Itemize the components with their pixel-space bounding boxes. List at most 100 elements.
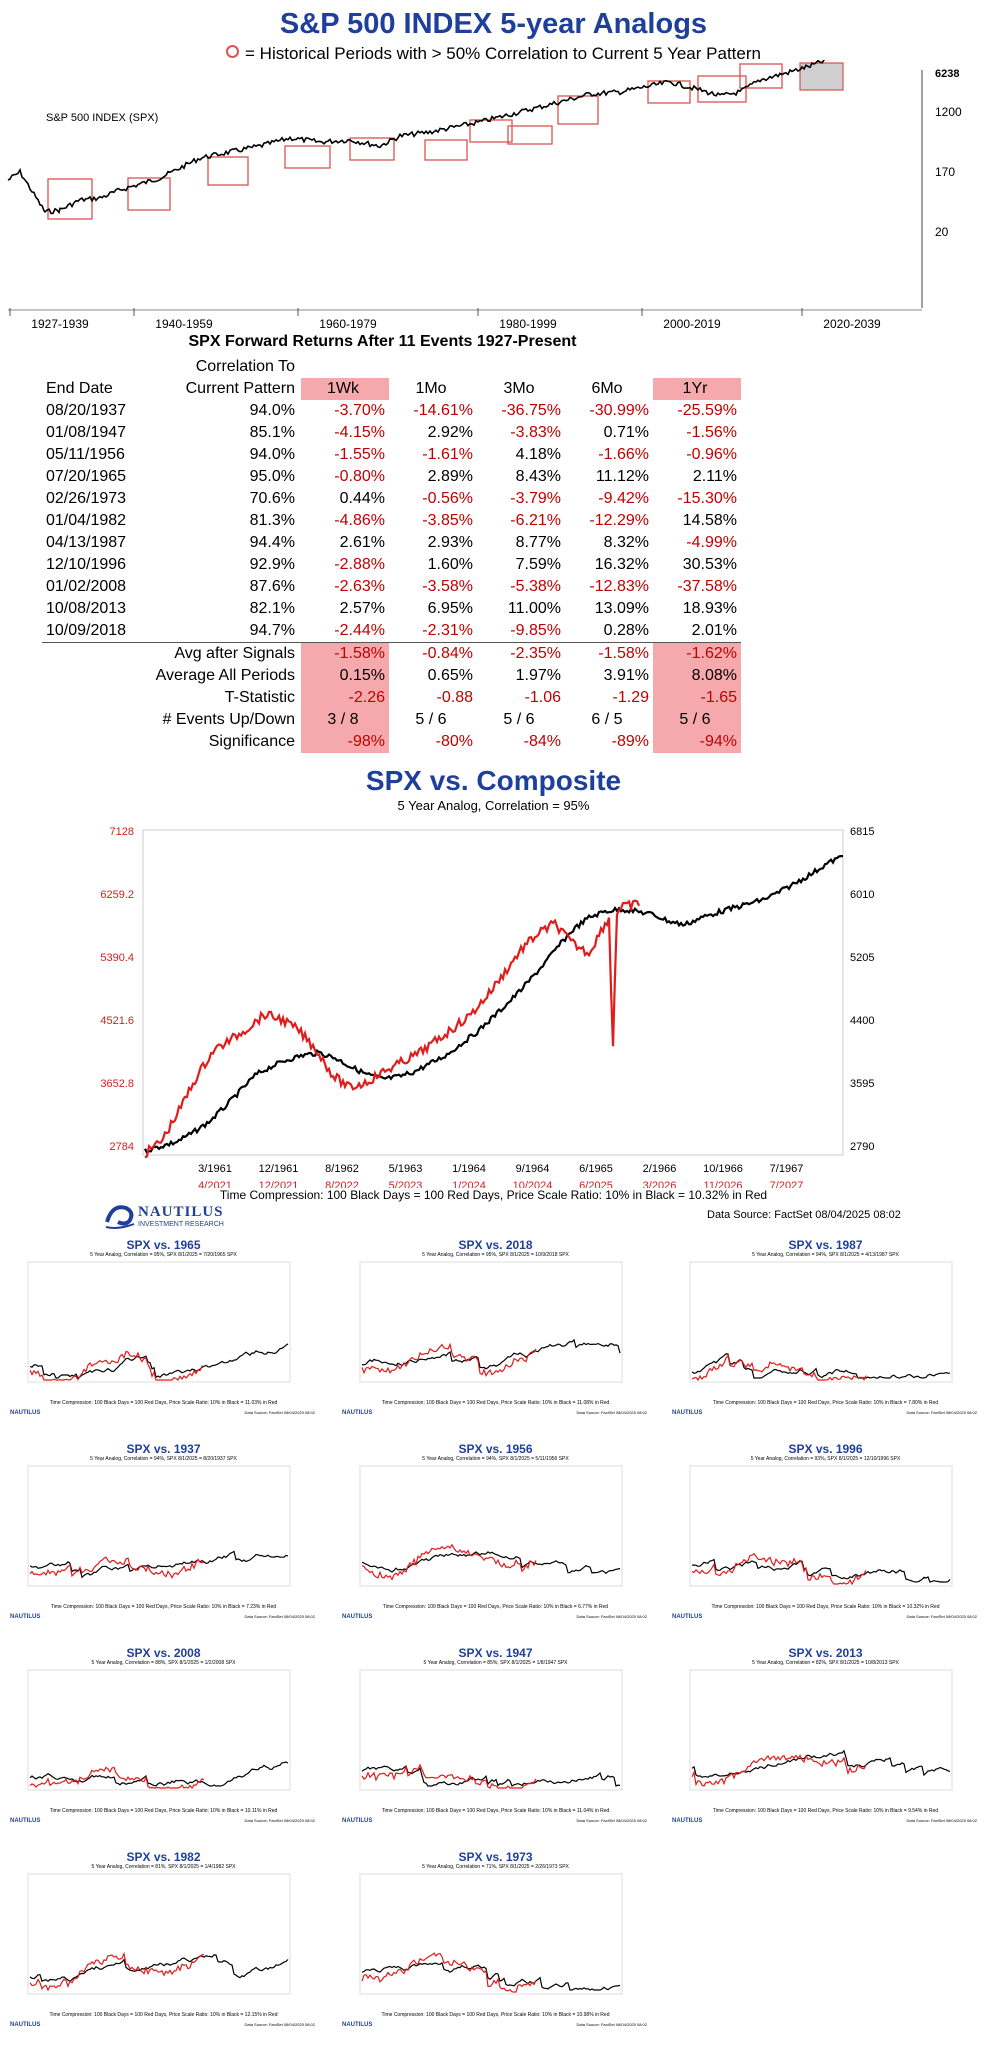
right-tick: 3595	[850, 1078, 874, 1090]
spx-history-line	[7, 60, 829, 215]
panel-chart	[27, 1465, 291, 1587]
panel-black-line	[361, 1338, 621, 1370]
panel-footer: Time Compression: 100 Black Days = 100 R…	[711, 1604, 940, 1610]
table-cell: 2.89%	[427, 468, 473, 485]
col-header: End Date	[46, 380, 113, 397]
summary-cell: 0.15%	[301, 665, 389, 687]
summary-row: Average All Periods 0.15% 0.65% 1.97% 3.91% 8…	[42, 665, 741, 687]
table-cell: -1.61%	[422, 446, 473, 463]
table-cell: 04/13/1987	[46, 534, 127, 551]
table-row: 10/08/2013 82.1% 2.57% 6.95% 11.00% 13.09% 18.…	[42, 598, 741, 620]
col-header: 3Mo	[503, 380, 535, 397]
table-cell: 2.01%	[691, 622, 737, 639]
panel-footer: Time Compression: 100 Black Days = 100 R…	[381, 1400, 610, 1406]
panel-logo: NAUTILUS	[342, 1410, 373, 1416]
col-header: Current Pattern	[185, 380, 295, 397]
panel-data-source: Data Source: FactSet 08/04/2025 08:02	[244, 2022, 316, 2027]
x-label-black: 3/1961	[198, 1163, 232, 1175]
x-label-black: 5/1963	[389, 1163, 423, 1175]
panel-chart	[27, 1873, 291, 1995]
left-tick: 3652.8	[100, 1078, 134, 1090]
summary-cell: 5 / 6	[503, 711, 535, 728]
panel-chart	[359, 1261, 623, 1383]
panel-chart	[359, 1465, 623, 1587]
table-cell: 70.6%	[249, 490, 295, 507]
panel-subtitle: 5 Year Analog, Correlation = 95%, SPX 8/…	[90, 1252, 237, 1258]
panel-frame	[689, 1261, 953, 1383]
table-cell: 82.1%	[249, 600, 295, 617]
table-cell: 94.4%	[249, 534, 295, 551]
panel-data-source: Data Source: FactSet 08/04/2025 08:02	[244, 1614, 316, 1619]
panel-frame	[27, 1261, 291, 1383]
x-period-label: 2020-2039	[823, 317, 881, 331]
analog-box	[47, 178, 93, 220]
table-cell: 08/20/1937	[46, 402, 127, 419]
table-row: 10/09/2018 94.7% -2.44% -2.31% -9.85% 0.28% 2.…	[42, 620, 741, 643]
composite-subtitle: 5 Year Analog, Correlation = 95%	[397, 798, 590, 813]
panel-chart	[359, 1873, 623, 1995]
panel-data-source: Data Source: FactSet 08/04/2025 08:02	[244, 1410, 316, 1415]
table-cell: 01/04/1982	[46, 512, 127, 529]
right-tick: 2790	[850, 1141, 874, 1153]
panel-subtitle: 5 Year Analog, Correlation = 94%, SPX 8/…	[90, 1456, 237, 1462]
x-label-black: 2/1966	[643, 1163, 677, 1175]
x-label-black: 12/1961	[259, 1163, 299, 1175]
panel-data-source: Data Source: FactSet 08/04/2025 08:02	[576, 1614, 648, 1619]
panel-data-source: Data Source: FactSet 08/04/2025 08:02	[906, 1410, 978, 1415]
table-cell: 2.61%	[339, 534, 385, 551]
table-cell: 16.32%	[594, 556, 649, 573]
summary-cell: -1.58%	[565, 642, 653, 665]
panel-subtitle: 5 Year Analog, Correlation = 93%, SPX 8/…	[750, 1456, 901, 1462]
panel-black-line	[361, 1961, 621, 1991]
table-cell: 94.7%	[249, 622, 295, 639]
panel-frame	[359, 1261, 623, 1383]
table-row: 07/20/1965 95.0% -0.80% 2.89% 8.43% 11.12% 2.1…	[42, 466, 741, 488]
x-label-black: 10/1966	[703, 1163, 743, 1175]
summary-cell: 3 / 8	[301, 709, 389, 731]
right-axis-ticks: 6815 6010 5205 4400 3595 2790	[850, 826, 874, 1153]
panel-frame	[27, 1465, 291, 1587]
panel-footer: Time Compression: 100 Black Days = 100 R…	[712, 1400, 939, 1406]
x-label-red: 8/2022	[325, 1180, 359, 1188]
analog-panel: SPX vs. 1956 5 Year Analog, Correlation =…	[338, 1442, 653, 1625]
summary-row: Avg after Signals -1.58% -0.84% -2.35% -1.58…	[42, 642, 741, 665]
nautilus-logo: NAUTILUS INVESTMENT RESEARCH	[104, 1200, 244, 1232]
panel-data-source: Data Source: FactSet 08/04/2025 08:02	[576, 2022, 648, 2027]
panel-chart	[689, 1465, 953, 1587]
panel-black-line	[29, 1343, 289, 1379]
composite-chart: 7128 6259.2 5390.4 4521.6 3652.8 2784 6815 601…	[100, 826, 874, 1188]
panel-black-line	[29, 1954, 289, 1983]
table-cell: 11.00%	[507, 600, 561, 617]
table-cell: -12.83%	[589, 578, 649, 595]
panel-subtitle: 5 Year Analog, Correlation = 82%, SPX 8/…	[752, 1660, 899, 1666]
last-value-label: 6238	[935, 68, 959, 80]
table-cell: 18.93%	[682, 600, 737, 617]
analog-box	[349, 137, 395, 161]
summary-label: # Events Up/Down	[162, 711, 295, 728]
summary-cell: 1.97%	[515, 667, 561, 684]
right-tick: 5205	[850, 952, 874, 964]
summary-label: Average All Periods	[155, 667, 295, 684]
left-tick: 6259.2	[100, 889, 134, 901]
panel-chart	[359, 1669, 623, 1791]
subtitle-text: = Historical Periods with > 50% Correlat…	[245, 44, 761, 63]
summary-cell: 3.91%	[603, 667, 649, 684]
panel-logo: NAUTILUS	[10, 1818, 41, 1824]
panel-frame	[359, 1465, 623, 1587]
table-cell: 12/10/1996	[46, 556, 127, 573]
table-cell: -1.55%	[334, 446, 385, 463]
table-cell: 87.6%	[249, 578, 295, 595]
x-period-label: 1927-1939	[31, 317, 89, 331]
table-cell: 6.95%	[427, 600, 473, 617]
table-cell: 2.93%	[427, 534, 473, 551]
table-cell: -4.99%	[686, 534, 737, 551]
table-cell: -0.80%	[334, 468, 385, 485]
panel-logo: NAUTILUS	[10, 1614, 41, 1620]
panel-title: SPX vs. 1987	[788, 1238, 863, 1252]
x-label-red: 11/2026	[704, 1180, 743, 1188]
panel-subtitle: 5 Year Analog, Correlation = 94%, SPX 8/…	[752, 1252, 899, 1258]
table-cell: -12.29%	[589, 512, 649, 529]
table-cell: 0.44%	[339, 490, 385, 507]
panel-title: SPX vs. 2018	[458, 1238, 533, 1252]
table-cell: -14.61%	[413, 402, 473, 419]
